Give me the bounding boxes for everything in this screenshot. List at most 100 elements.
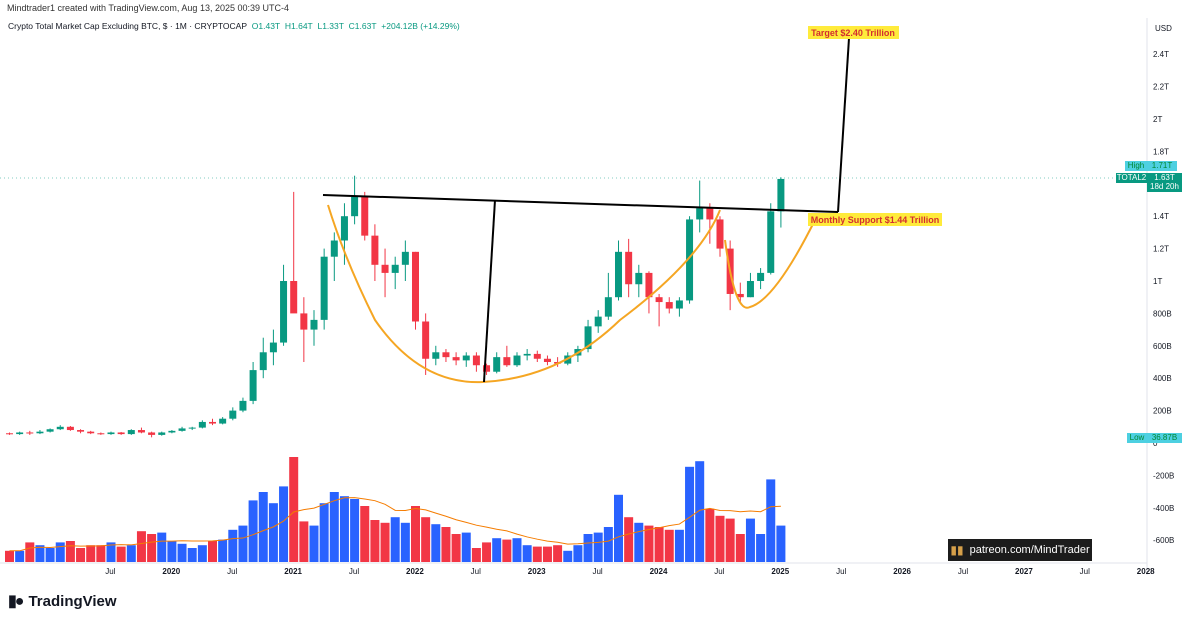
time-tick-label: 2022 bbox=[406, 567, 424, 576]
volume-bar bbox=[157, 532, 167, 562]
volume-ma-line bbox=[9, 497, 781, 552]
support-label-bg bbox=[808, 213, 942, 226]
time-tick-label: 2028 bbox=[1137, 567, 1155, 576]
chart-caption: Mindtrader1 created with TradingView.com… bbox=[7, 3, 289, 13]
candle-body bbox=[300, 313, 308, 330]
candle-body bbox=[483, 365, 491, 372]
volume-bar bbox=[380, 522, 390, 562]
candle-body bbox=[543, 358, 551, 362]
volume-bar bbox=[167, 541, 177, 562]
volume-bar bbox=[76, 548, 86, 562]
candle-body bbox=[736, 293, 744, 298]
volume-bar bbox=[482, 542, 492, 562]
volume-bar bbox=[45, 548, 55, 562]
candle-body bbox=[127, 430, 135, 435]
volume-bar bbox=[55, 542, 65, 562]
high-tag-value-bg bbox=[1147, 161, 1177, 171]
volume-bar bbox=[624, 517, 634, 562]
symbol-tag-bg bbox=[1116, 173, 1147, 183]
candle-body bbox=[746, 281, 754, 298]
symbol-legend: Crypto Total Market Cap Excluding BTC, $… bbox=[8, 21, 460, 31]
volume-bar bbox=[756, 534, 766, 562]
volume-bar bbox=[431, 524, 441, 562]
brand-label: TradingView bbox=[28, 592, 117, 610]
volume-bar bbox=[126, 545, 136, 562]
volume-bar bbox=[542, 546, 552, 562]
low-tag-label: Low bbox=[1130, 433, 1145, 442]
candle-body bbox=[158, 432, 166, 435]
volume-bar bbox=[451, 534, 461, 562]
time-tick-label: 2024 bbox=[650, 567, 668, 576]
candle-body bbox=[675, 300, 683, 309]
candle-body bbox=[107, 432, 115, 435]
candle-body bbox=[269, 342, 277, 353]
candle-body bbox=[523, 353, 531, 356]
low-tag-label-bg bbox=[1127, 433, 1147, 443]
tradingview-brand[interactable]: ▮● TradingView bbox=[8, 591, 117, 611]
price-tick-label: 2.4T bbox=[1153, 50, 1169, 59]
target-label: Target $2.40 Trillion bbox=[811, 28, 895, 38]
time-tick-label: Jul bbox=[958, 567, 968, 576]
candle-body bbox=[625, 251, 633, 285]
volume-bar bbox=[573, 545, 583, 562]
volume-bar bbox=[522, 545, 532, 562]
time-tick-label: 2023 bbox=[528, 567, 546, 576]
candle-body bbox=[371, 235, 379, 265]
volume-bar bbox=[228, 529, 238, 562]
price-tick-label: 0 bbox=[1153, 439, 1158, 448]
time-tick-label: Jul bbox=[714, 567, 724, 576]
volume-bar bbox=[147, 534, 157, 562]
time-tick-label: 2025 bbox=[771, 567, 789, 576]
volume-bar bbox=[654, 527, 664, 562]
target-projection-line bbox=[837, 37, 850, 213]
candle-body bbox=[178, 428, 186, 431]
candle-body bbox=[442, 352, 450, 358]
volume-bar bbox=[106, 542, 116, 562]
volume-bar bbox=[411, 506, 420, 562]
volume-bar bbox=[532, 546, 542, 562]
candle-body bbox=[696, 208, 704, 220]
volume-bar bbox=[400, 522, 410, 562]
volume-bar bbox=[35, 545, 45, 562]
volume-bar bbox=[563, 550, 573, 562]
last-price-tag-bg bbox=[1147, 173, 1182, 183]
candle-body bbox=[320, 256, 328, 320]
volume-bar bbox=[685, 466, 695, 562]
currency-label: USD bbox=[1155, 24, 1172, 33]
volume-bar bbox=[441, 527, 451, 562]
handle-curve bbox=[724, 219, 816, 309]
candle-body bbox=[97, 433, 105, 435]
cup-depth-line bbox=[483, 199, 496, 383]
volume-bar bbox=[279, 486, 289, 562]
countdown-tag-bg bbox=[1147, 182, 1182, 192]
time-tick-label: Jul bbox=[471, 567, 481, 576]
volume-bar bbox=[268, 503, 278, 562]
time-tick-label: Jul bbox=[105, 567, 115, 576]
volume-bar bbox=[705, 508, 715, 562]
candle-body bbox=[249, 370, 257, 401]
candle-body bbox=[330, 240, 338, 257]
candle-body bbox=[422, 321, 430, 359]
candle-body bbox=[594, 316, 602, 327]
candle-body bbox=[381, 264, 389, 273]
price-tick-label: 2T bbox=[1153, 115, 1162, 124]
candle-body bbox=[77, 430, 85, 432]
volume-bar bbox=[512, 538, 522, 562]
volume-bar bbox=[745, 518, 755, 562]
price-chart[interactable]: 2.4T 2.2T 2T 1.8T 1.4T 1.2T 1T 800B 600B 400B 200B… bbox=[0, 0, 1200, 585]
low-tag-value: 36.87B bbox=[1152, 433, 1177, 442]
support-label: Monthly Support $1.44 Trillion bbox=[811, 215, 940, 225]
price-tick-label: 800B bbox=[1153, 309, 1172, 318]
volume-bar bbox=[309, 525, 319, 562]
candle-body bbox=[26, 432, 34, 434]
price-tick-label: 1.8T bbox=[1153, 147, 1169, 156]
time-tick-label: Jul bbox=[1080, 567, 1090, 576]
candle-body bbox=[493, 357, 501, 372]
candle-body bbox=[209, 421, 216, 424]
candle-body bbox=[706, 208, 714, 220]
patreon-banner[interactable]: ▮▮ patreon.com/MindTrader bbox=[948, 539, 1092, 561]
candle-body bbox=[229, 410, 237, 419]
volume-bar bbox=[208, 541, 217, 562]
volume-bar bbox=[248, 500, 258, 562]
time-tick-label: 2027 bbox=[1015, 567, 1033, 576]
